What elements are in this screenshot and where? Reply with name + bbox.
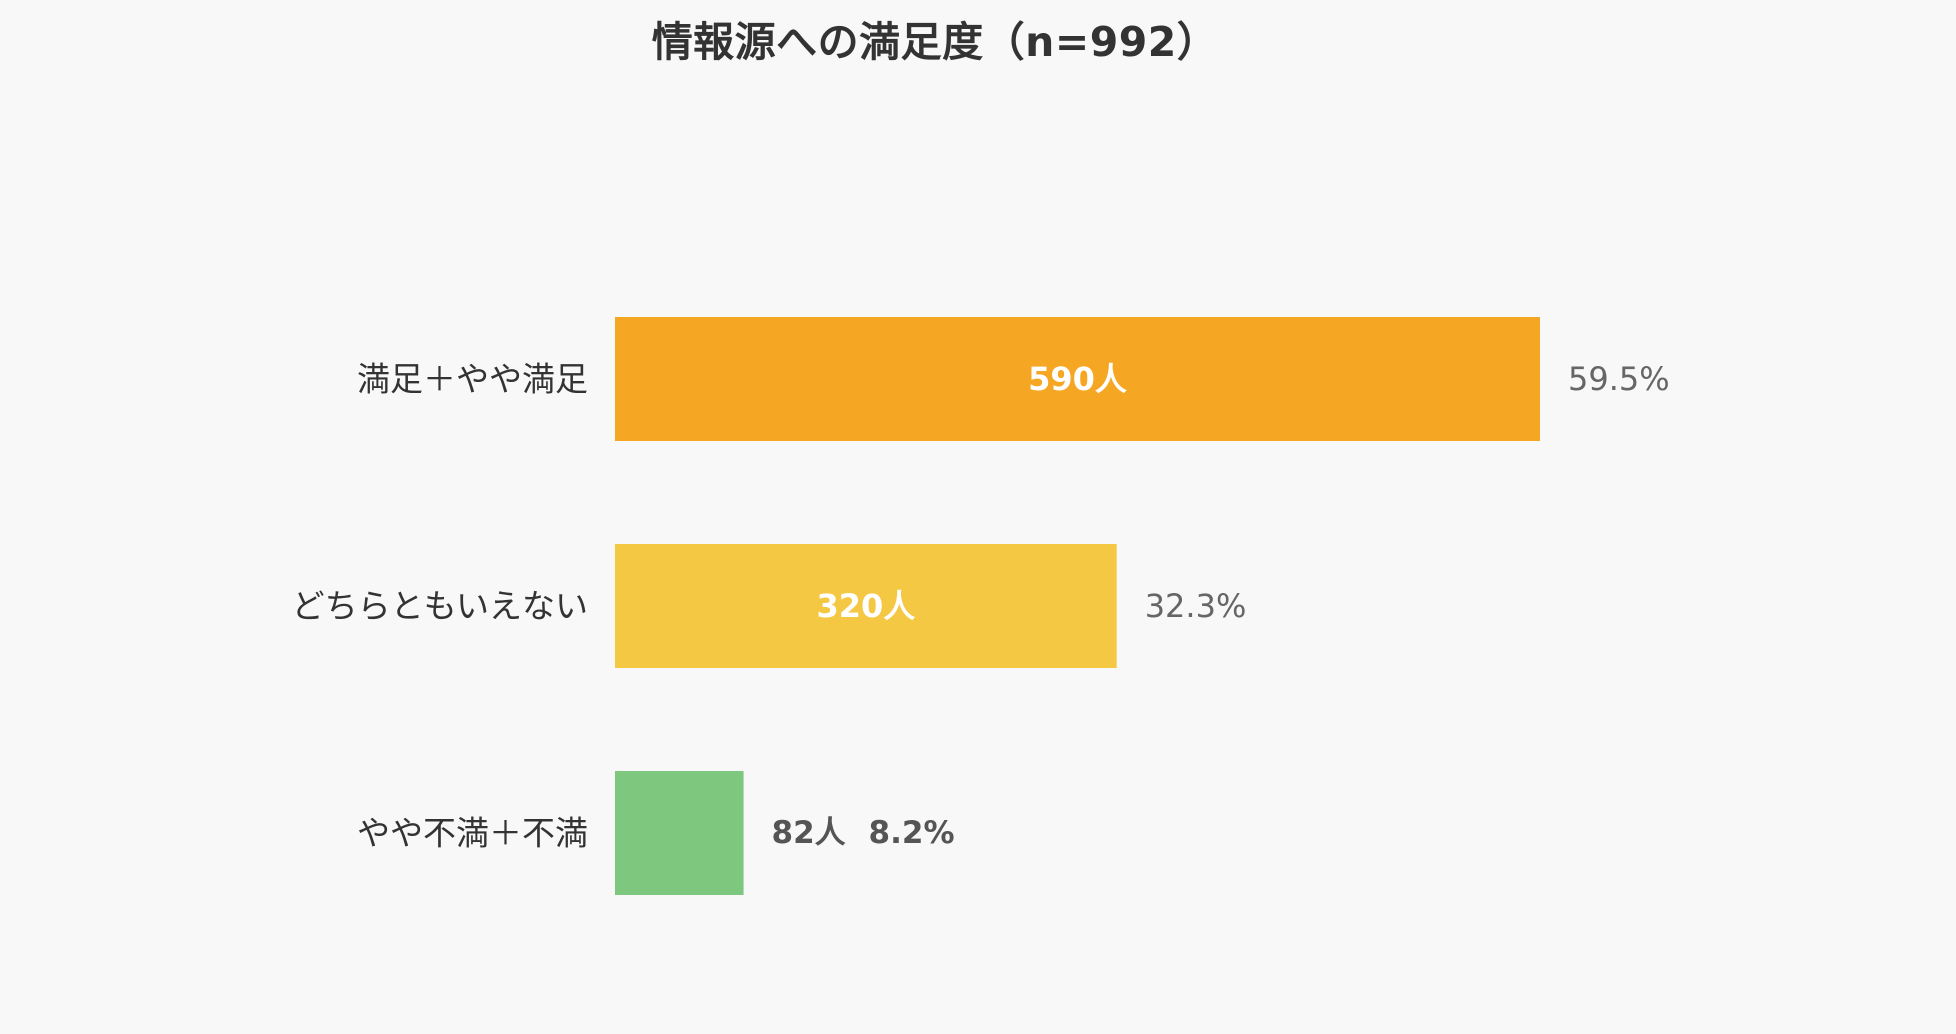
bars-layer: 満足＋やや満足 590人 59.5% どちらともいえない 320人 32.3% やや不満＋不… <box>292 317 1670 895</box>
chart-title: 情報源への満足度（n=992） <box>651 18 1219 66</box>
bar <box>615 317 1540 441</box>
bar-group: どちらともいえない 320人 32.3% <box>292 544 1247 668</box>
percent-label: 8.2% <box>869 815 955 851</box>
bar <box>615 771 744 895</box>
category-label: どちらともいえない <box>292 587 588 626</box>
bar-group: やや不満＋不満 82人 8.2% <box>357 771 955 895</box>
count-label: 82人 <box>772 815 846 851</box>
count-label: 590人 <box>1028 360 1127 398</box>
percent-label: 32.3% <box>1145 587 1247 625</box>
category-label: 満足＋やや満足 <box>357 360 588 399</box>
count-label: 320人 <box>816 587 915 625</box>
category-label: やや不満＋不満 <box>357 814 588 853</box>
bar-group: 満足＋やや満足 590人 59.5% <box>357 317 1670 441</box>
percent-label: 59.5% <box>1568 360 1670 398</box>
bar <box>615 544 1117 668</box>
